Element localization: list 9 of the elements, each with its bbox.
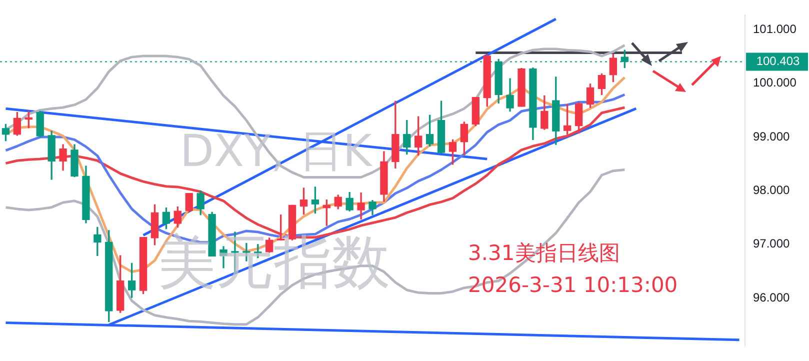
y-tick-label: 100.000: [753, 76, 797, 90]
y-tick-label: 96.000: [753, 290, 790, 304]
y-tick-label: 101.000: [753, 22, 797, 36]
y-tick-label: 97.000: [753, 236, 790, 251]
annotation: 2026-3-31 10:13:00: [468, 273, 678, 297]
y-tick-label: 98.000: [753, 183, 790, 198]
ref-line-label: 100.403: [756, 54, 800, 68]
annotation: 3.31美指日线图: [468, 241, 620, 265]
y-tick-label: 99.000: [753, 129, 790, 144]
